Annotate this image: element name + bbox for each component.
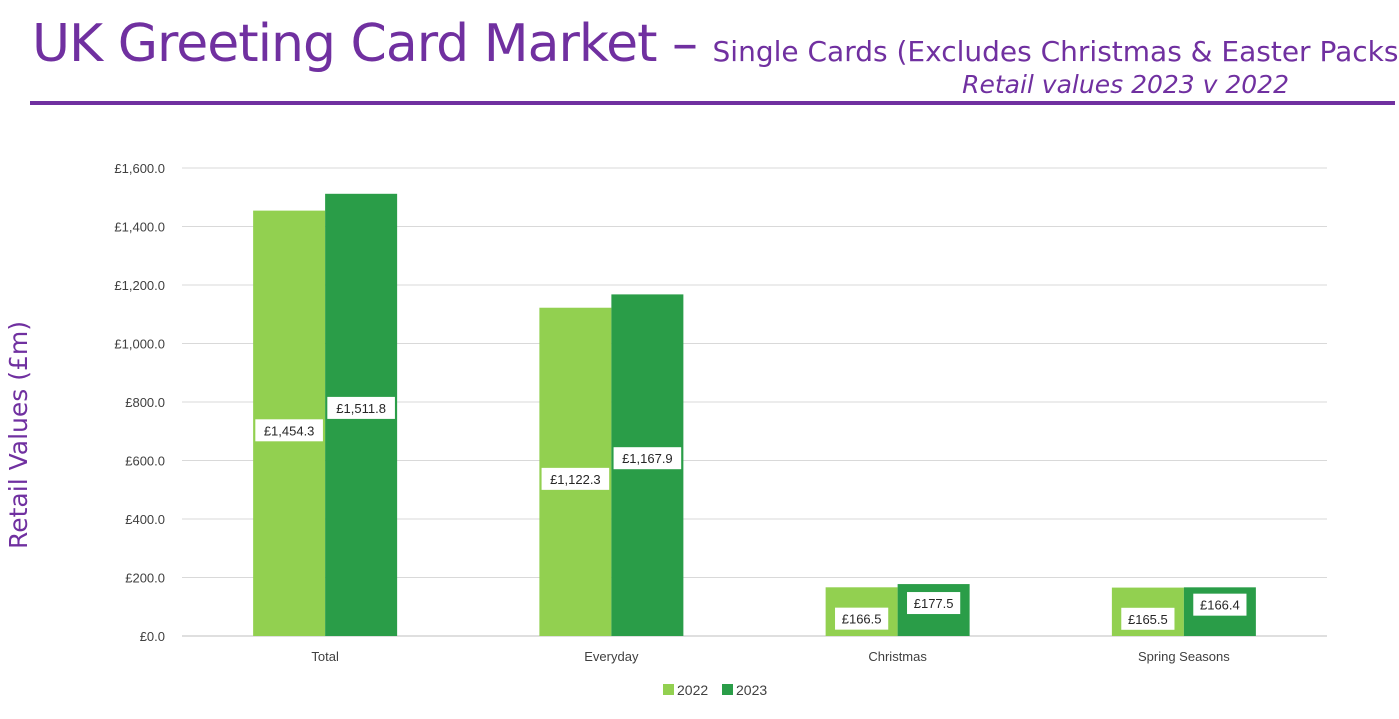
y-tick-label: £1,400.0 [114, 220, 165, 235]
y-tick-label: £1,200.0 [114, 278, 165, 293]
data-label-2023: £1,511.8 [327, 396, 395, 419]
data-label-text: £1,167.9 [622, 451, 673, 466]
title-main-text: UK Greeting Card Market – [32, 14, 698, 74]
x-tick-label: Total [311, 649, 339, 664]
data-label-2023: £177.5 [907, 592, 961, 615]
data-label-2022: £1,454.3 [255, 419, 323, 442]
data-labels: £1,454.3 £1,511.8 £1,122.3 £1,167.9 £166.5 £1… [255, 396, 1247, 630]
legend-swatch-2023 [722, 684, 733, 695]
data-label-box [835, 607, 889, 630]
legend-swatch-2022 [663, 684, 674, 695]
data-label-text: £1,122.3 [550, 472, 601, 487]
data-label-box [907, 592, 961, 615]
x-tick-label: Everyday [584, 649, 639, 664]
data-label-2022: £1,122.3 [541, 467, 610, 490]
data-label-text: £177.5 [914, 596, 954, 611]
data-label-box [613, 447, 682, 470]
x-axis: Total Everyday Christmas Spring Seasons [311, 649, 1230, 664]
x-tick-label: Christmas [868, 649, 927, 664]
data-label-box [541, 467, 610, 490]
data-label-box [1193, 593, 1247, 616]
y-tick-label: £200.0 [125, 571, 165, 586]
y-tick-label: £400.0 [125, 512, 165, 527]
data-label-text: £165.5 [1128, 612, 1168, 627]
data-label-2022: £165.5 [1121, 607, 1175, 630]
title-divider [30, 101, 1395, 105]
bars [253, 193, 1256, 636]
y-axis: £0.0 £200.0 £400.0 £600.0 £800.0 £1,000.0 £1,2… [114, 161, 165, 644]
data-label-text: £166.5 [842, 612, 882, 627]
page-title: UK Greeting Card Market – Single Cards (… [32, 14, 1399, 74]
title-sub-text: Single Cards (Excludes Christmas & Easte… [712, 35, 1399, 68]
y-tick-label: £1,000.0 [114, 337, 165, 352]
y-tick-label: £800.0 [125, 395, 165, 410]
y-tick-label: £0.0 [140, 629, 165, 644]
legend: 2022 2023 [663, 682, 767, 698]
data-label-text: £166.4 [1200, 598, 1240, 613]
data-label-2023: £166.4 [1193, 593, 1247, 616]
data-label-box [1121, 607, 1175, 630]
legend-label-2023: 2023 [736, 682, 767, 698]
data-label-box [327, 396, 395, 419]
x-tick-label: Spring Seasons [1138, 649, 1230, 664]
data-label-text: £1,511.8 [336, 401, 386, 416]
y-tick-label: £600.0 [125, 454, 165, 469]
data-label-box [255, 419, 323, 442]
data-label-text: £1,454.3 [264, 423, 315, 438]
data-label-2023: £1,167.9 [613, 447, 682, 470]
data-label-2022: £166.5 [835, 607, 889, 630]
y-tick-label: £1,600.0 [114, 161, 165, 176]
legend-label-2022: 2022 [677, 682, 708, 698]
page-subtitle: Retail values 2023 v 2022 [962, 70, 1289, 99]
